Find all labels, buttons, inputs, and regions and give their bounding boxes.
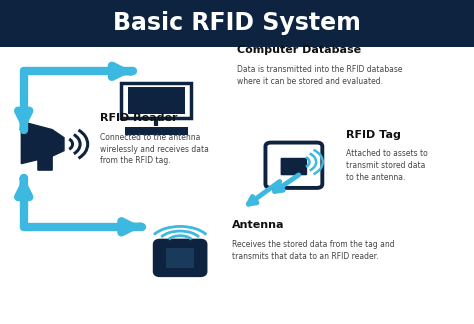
FancyBboxPatch shape: [155, 240, 206, 275]
Polygon shape: [21, 122, 64, 164]
Text: Computer Database: Computer Database: [237, 45, 361, 55]
FancyBboxPatch shape: [125, 127, 188, 135]
FancyBboxPatch shape: [121, 83, 191, 118]
Text: RFID Reader: RFID Reader: [100, 113, 177, 123]
FancyBboxPatch shape: [128, 87, 185, 114]
FancyBboxPatch shape: [0, 0, 474, 47]
Text: Attached to assets to
transmit stored data
to the antenna.: Attached to assets to transmit stored da…: [346, 149, 428, 182]
Text: Antenna: Antenna: [232, 220, 285, 230]
FancyBboxPatch shape: [166, 248, 194, 268]
Text: Basic RFID System: Basic RFID System: [113, 11, 361, 35]
FancyBboxPatch shape: [281, 158, 307, 175]
Text: Data is transmitted into the RFID database
where it can be stored and evaluated.: Data is transmitted into the RFID databa…: [237, 65, 402, 86]
Text: RFID Tag: RFID Tag: [346, 130, 401, 140]
Text: Receives the stored data from the tag and
transmits that data to an RFID reader.: Receives the stored data from the tag an…: [232, 240, 395, 260]
FancyBboxPatch shape: [265, 143, 322, 188]
Polygon shape: [38, 151, 52, 170]
Text: Connected to the antenna
wirelessly and receives data
from the RFID tag.: Connected to the antenna wirelessly and …: [100, 133, 209, 166]
